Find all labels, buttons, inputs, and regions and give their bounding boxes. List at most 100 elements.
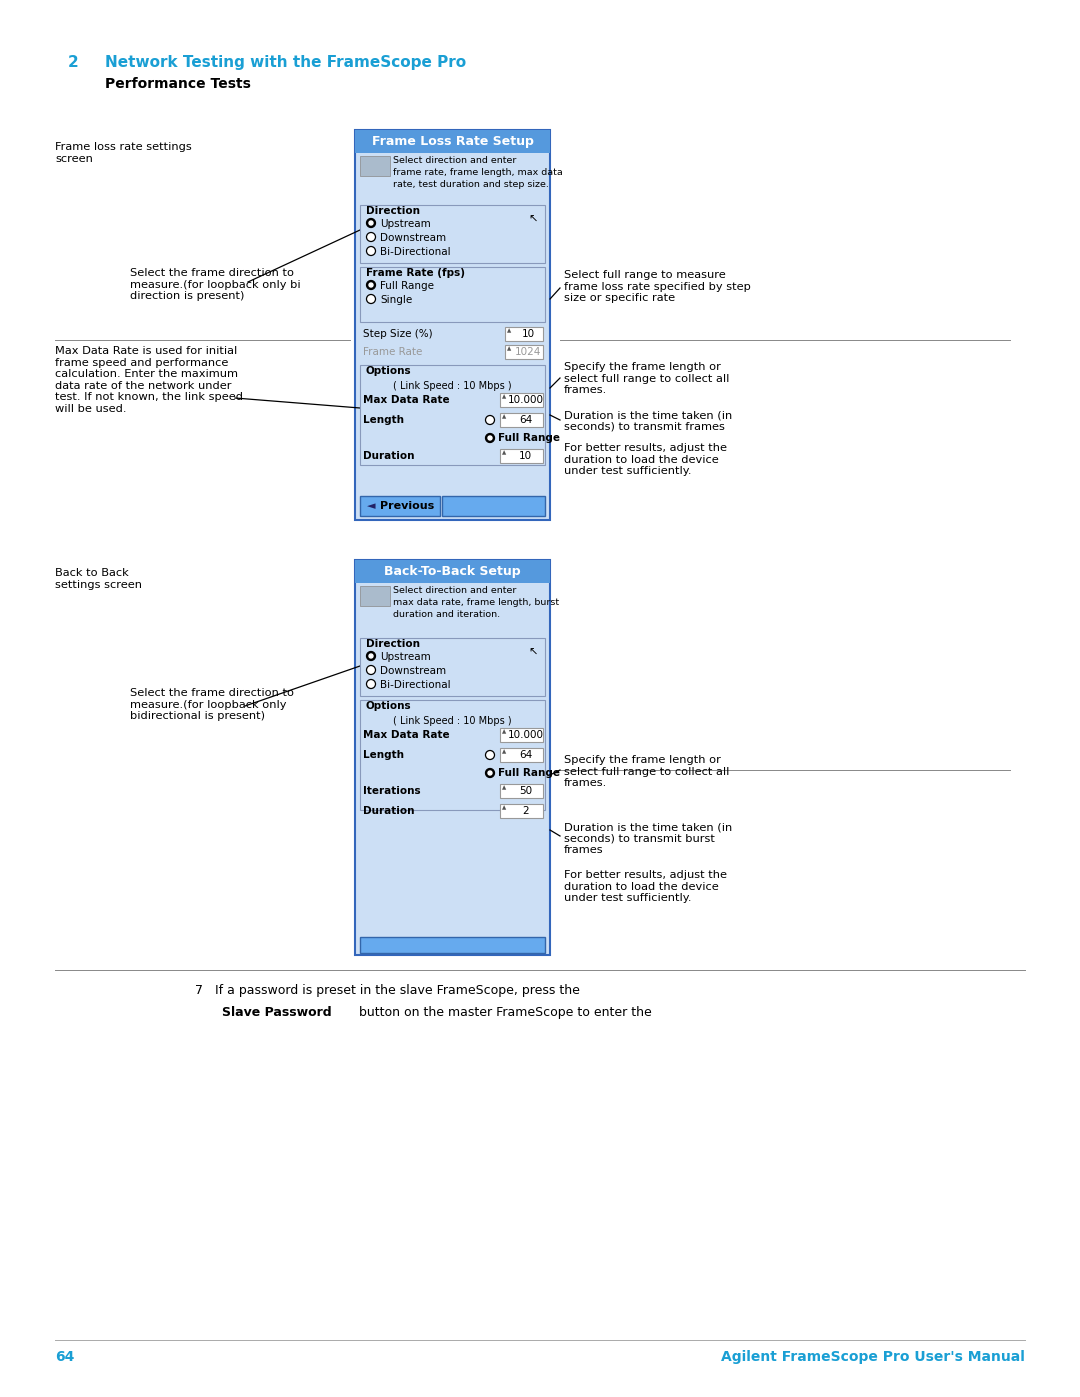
Text: ↖: ↖	[528, 215, 538, 225]
Text: 10.000: 10.000	[508, 731, 543, 740]
Text: Select the frame direction to
measure.(for loopback only bi
direction is present: Select the frame direction to measure.(f…	[130, 268, 300, 302]
Circle shape	[366, 651, 376, 661]
Text: Direction: Direction	[366, 638, 420, 650]
Text: Upstream: Upstream	[380, 652, 431, 662]
Text: Duration is the time taken (in
seconds) to transmit burst
frames: Duration is the time taken (in seconds) …	[564, 821, 732, 855]
Text: Options: Options	[366, 366, 411, 376]
Bar	[355, 560, 550, 583]
Text: Select the frame direction to
measure.(for loopback only
bidirectional is presen: Select the frame direction to measure.(f…	[130, 687, 294, 721]
Circle shape	[486, 750, 495, 760]
Bar	[360, 638, 545, 696]
Text: Iterations: Iterations	[363, 787, 420, 796]
Bar	[355, 560, 550, 956]
Text: Length: Length	[363, 750, 404, 760]
Text: Downstream: Downstream	[380, 233, 446, 243]
Text: 64: 64	[518, 415, 532, 425]
Text: ▲: ▲	[507, 328, 511, 332]
Circle shape	[366, 679, 376, 689]
Text: 10: 10	[518, 451, 532, 461]
Bar	[442, 496, 545, 515]
Circle shape	[366, 281, 376, 289]
Circle shape	[366, 232, 376, 242]
Text: Bi-Directional: Bi-Directional	[380, 680, 450, 690]
Bar	[505, 327, 543, 341]
Text: 7   If a password is preset in the slave FrameScope, press the: 7 If a password is preset in the slave F…	[195, 983, 580, 997]
Text: Max Data Rate: Max Data Rate	[363, 395, 449, 405]
Text: Back to Back
settings screen: Back to Back settings screen	[55, 569, 141, 590]
Bar	[500, 747, 543, 761]
Bar	[500, 393, 543, 407]
Text: Slave Password: Slave Password	[222, 1006, 332, 1018]
Text: Downstream: Downstream	[380, 666, 446, 676]
Text: Max Data Rate is used for initial
frame speed and performance
calculation. Enter: Max Data Rate is used for initial frame …	[55, 346, 243, 414]
Bar	[500, 448, 543, 462]
Text: 64: 64	[55, 1350, 75, 1363]
Text: For better results, adjust the
duration to load the device
under test sufficient: For better results, adjust the duration …	[564, 443, 727, 476]
Text: Performance Tests: Performance Tests	[105, 77, 251, 91]
Text: Bi-Directional: Bi-Directional	[380, 247, 450, 257]
Text: Specify the frame length or
select full range to collect all
frames.: Specify the frame length or select full …	[564, 754, 729, 788]
Text: Agilent FrameScope Pro User's Manual: Agilent FrameScope Pro User's Manual	[721, 1350, 1025, 1363]
Circle shape	[366, 665, 376, 675]
Text: Options: Options	[366, 701, 411, 711]
Bar	[355, 130, 550, 154]
Bar	[505, 345, 543, 359]
Circle shape	[486, 415, 495, 425]
Bar	[500, 728, 543, 742]
Text: ▲: ▲	[507, 346, 511, 351]
Text: 1024: 1024	[515, 346, 541, 358]
Text: ◄: ◄	[367, 502, 376, 511]
Bar	[360, 700, 545, 810]
Text: ▲: ▲	[502, 450, 507, 455]
Text: For better results, adjust the
duration to load the device
under test sufficient: For better results, adjust the duration …	[564, 870, 727, 904]
Bar	[360, 937, 545, 953]
Text: Max Data Rate: Max Data Rate	[363, 731, 449, 740]
Text: Frame loss rate settings
screen: Frame loss rate settings screen	[55, 142, 192, 163]
Circle shape	[366, 295, 376, 303]
Bar	[500, 414, 543, 427]
Text: Network Testing with the FrameScope Pro: Network Testing with the FrameScope Pro	[105, 54, 467, 70]
Text: Duration: Duration	[363, 806, 415, 816]
Text: 50: 50	[518, 787, 532, 796]
Text: ▲: ▲	[502, 749, 507, 754]
Circle shape	[488, 436, 492, 440]
Text: Back-To-Back Setup: Back-To-Back Setup	[384, 564, 521, 578]
Bar	[360, 585, 390, 606]
Text: Step Size (%): Step Size (%)	[363, 330, 433, 339]
Text: Full Range: Full Range	[498, 768, 561, 778]
Text: ▲: ▲	[502, 785, 507, 789]
Bar	[360, 267, 545, 321]
Text: ▲: ▲	[502, 394, 507, 400]
Bar	[360, 365, 545, 465]
Text: Frame Rate: Frame Rate	[363, 346, 422, 358]
Text: 10: 10	[522, 330, 535, 339]
Text: 2: 2	[523, 806, 529, 816]
Text: ( Link Speed : 10 Mbps ): ( Link Speed : 10 Mbps )	[393, 381, 512, 391]
Bar	[360, 205, 545, 263]
Text: Specify the frame length or
select full range to collect all
frames.: Specify the frame length or select full …	[564, 362, 729, 395]
Text: Duration is the time taken (in
seconds) to transmit frames: Duration is the time taken (in seconds) …	[564, 409, 732, 432]
Text: ▲: ▲	[502, 729, 507, 733]
Bar	[500, 805, 543, 819]
Text: Direction: Direction	[366, 205, 420, 217]
Text: Frame Loss Rate Setup: Frame Loss Rate Setup	[372, 136, 534, 148]
Text: Previous: Previous	[380, 502, 434, 511]
Bar	[360, 496, 440, 515]
Circle shape	[366, 246, 376, 256]
Text: 64: 64	[518, 750, 532, 760]
Text: Length: Length	[363, 415, 404, 425]
Text: Select direction and enter
frame rate, frame length, max data
rate, test duratio: Select direction and enter frame rate, f…	[393, 156, 563, 189]
Text: button on the master FrameScope to enter the: button on the master FrameScope to enter…	[355, 1006, 651, 1018]
Circle shape	[369, 221, 373, 225]
Circle shape	[486, 433, 495, 443]
Text: Full Range: Full Range	[498, 433, 561, 443]
Circle shape	[369, 284, 373, 286]
Text: Select full range to measure
frame loss rate specified by step
size or specific : Select full range to measure frame loss …	[564, 270, 751, 303]
Circle shape	[366, 218, 376, 228]
Circle shape	[369, 654, 373, 658]
Bar	[360, 156, 390, 176]
Text: ▲: ▲	[502, 414, 507, 419]
Text: Upstream: Upstream	[380, 219, 431, 229]
Text: 2: 2	[68, 54, 79, 70]
Text: Single: Single	[380, 295, 413, 305]
